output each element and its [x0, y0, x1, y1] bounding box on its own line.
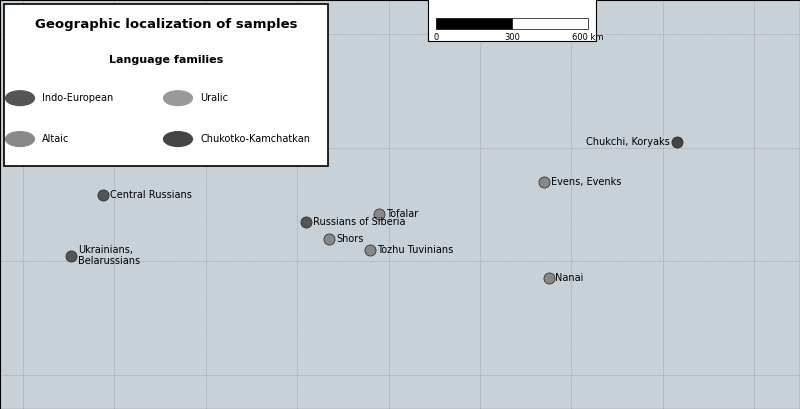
- Text: Geographic localization of samples: Geographic localization of samples: [34, 18, 298, 31]
- Text: Chukotko-Kamchatkan: Chukotko-Kamchatkan: [201, 134, 310, 144]
- Text: Uralic: Uralic: [201, 93, 229, 103]
- Bar: [512, 18, 588, 29]
- FancyBboxPatch shape: [4, 4, 328, 166]
- Bar: [436, 18, 512, 29]
- Text: Central Russians: Central Russians: [110, 191, 191, 200]
- Text: Nenets: Nenets: [249, 80, 284, 90]
- FancyBboxPatch shape: [428, 0, 596, 41]
- Circle shape: [164, 132, 193, 146]
- Text: Shors: Shors: [336, 234, 363, 244]
- Text: Chukchi, Koryaks: Chukchi, Koryaks: [586, 137, 670, 147]
- Text: 300: 300: [504, 33, 520, 42]
- Circle shape: [6, 132, 34, 146]
- Text: Nanai: Nanai: [555, 273, 584, 283]
- Text: Russians of Siberia: Russians of Siberia: [313, 216, 406, 227]
- Text: Ukrainians,
Belarussians: Ukrainians, Belarussians: [78, 245, 140, 266]
- Text: Language families: Language families: [109, 55, 223, 65]
- Text: Evens, Evenks: Evens, Evenks: [551, 177, 622, 187]
- Text: 600 km: 600 km: [572, 33, 604, 42]
- Text: Altaic: Altaic: [42, 134, 70, 144]
- Text: Tofalar: Tofalar: [386, 209, 418, 218]
- Text: Ob Ugrians: Ob Ugrians: [251, 137, 306, 147]
- Text: Tozhu Tuvinians: Tozhu Tuvinians: [377, 245, 454, 255]
- Text: 0: 0: [434, 33, 438, 42]
- Text: Indo-European: Indo-European: [42, 93, 114, 103]
- Circle shape: [164, 91, 193, 106]
- Circle shape: [6, 91, 34, 106]
